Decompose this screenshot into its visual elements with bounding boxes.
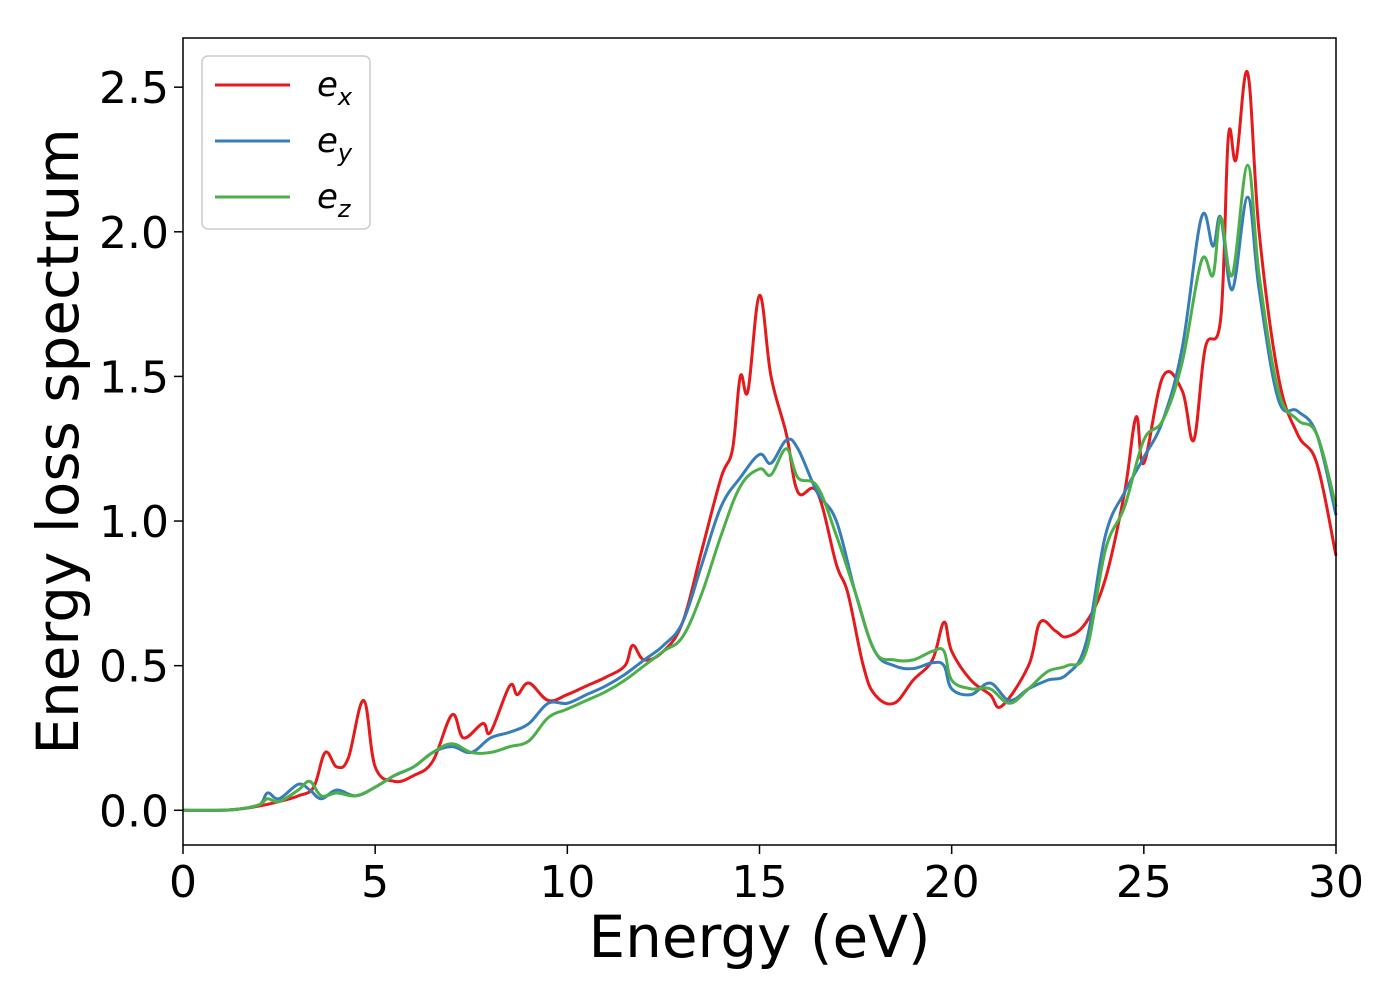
x-axis-label: Energy (eV) [588, 903, 930, 971]
series-line-e-z [182, 163, 1338, 812]
legend-label-e-z: ez [317, 177, 352, 223]
legend-label-base: e [317, 177, 338, 217]
x-tick-label: 15 [732, 857, 788, 908]
y-axis-ticks: 0.0 0.5 1.0 1.5 2.0 2.5 [99, 63, 183, 837]
x-tick-label: 5 [361, 857, 389, 908]
legend-label-e-x: ex [317, 65, 353, 111]
x-tick-label: 0 [169, 857, 197, 908]
y-tick-label: 1.5 [99, 352, 169, 403]
y-axis-label: Energy loss spectrum [24, 128, 92, 754]
y-tick-label: 0.5 [99, 642, 169, 693]
y-tick-label: 2.0 [99, 208, 169, 259]
legend-label-base: e [317, 121, 338, 161]
legend-label-base: e [317, 65, 338, 105]
y-tick-label: 1.0 [99, 497, 169, 548]
x-axis-ticks: 0 5 10 15 20 25 30 [169, 845, 1364, 908]
x-tick-label: 25 [1116, 857, 1172, 908]
y-tick-label: 2.5 [99, 63, 169, 114]
x-tick-label: 30 [1308, 857, 1364, 908]
x-tick-label: 20 [924, 857, 980, 908]
x-tick-label: 10 [539, 857, 595, 908]
legend-label-subscript: x [337, 83, 353, 111]
series-layer [182, 70, 1338, 812]
legend-label-e-y: ey [317, 121, 353, 167]
y-tick-label: 0.0 [99, 786, 169, 837]
legend-label-subscript: z [337, 195, 352, 223]
legend-label-subscript: y [337, 139, 353, 167]
